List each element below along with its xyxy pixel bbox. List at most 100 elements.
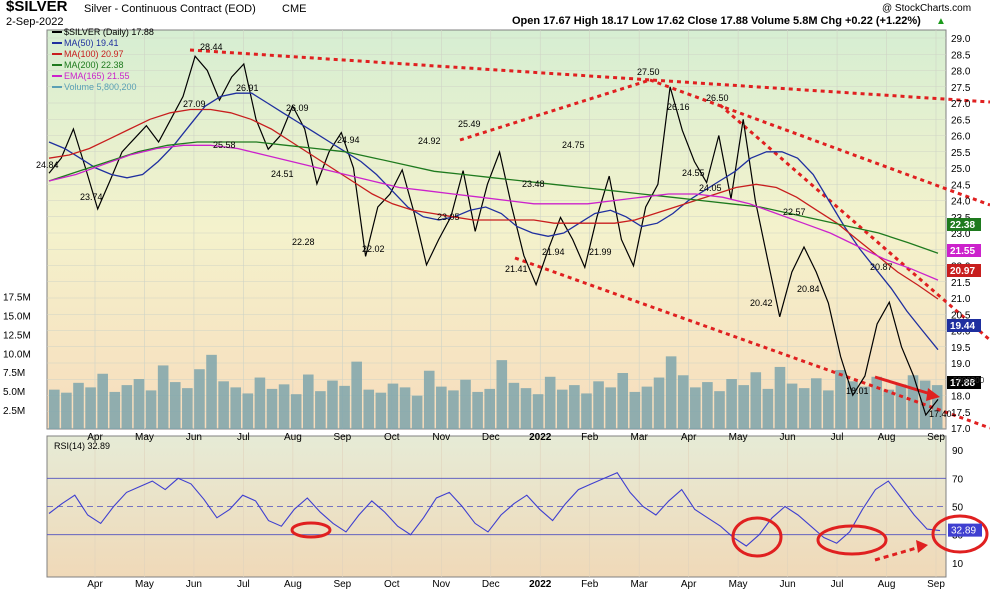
price-tick-label: 26.0 bbox=[951, 132, 971, 143]
x-axis-label-price: 2022 bbox=[529, 432, 552, 443]
x-axis-label-price: Apr bbox=[87, 432, 103, 443]
volume-bar bbox=[399, 387, 411, 429]
volume-bar bbox=[847, 381, 858, 429]
chart-symbol: $SILVER bbox=[6, 0, 68, 15]
x-axis-label-price: Jul bbox=[237, 432, 250, 443]
series-line-1 bbox=[48, 92, 939, 351]
price-tag-box bbox=[947, 319, 981, 332]
volume-tick-label: 7.5M bbox=[3, 368, 25, 379]
price-tag-value: 21.55 bbox=[950, 246, 975, 257]
volume-bar bbox=[472, 391, 483, 429]
price-tick-label: 21.0 bbox=[951, 294, 971, 305]
price-annotation: 17.40 bbox=[929, 409, 952, 419]
volume-tag: 5800200 bbox=[953, 376, 985, 385]
price-annotation: 22.02 bbox=[362, 244, 385, 254]
price-annotation: 25.58 bbox=[213, 140, 236, 150]
chart-contract-name: Silver - Continuous Contract (EOD) bbox=[84, 3, 256, 15]
rsi-tick-label: 50 bbox=[952, 503, 964, 514]
price-annotation: 23.05 bbox=[437, 212, 460, 222]
rsi-line bbox=[48, 472, 941, 547]
volume-bar bbox=[194, 369, 205, 429]
volume-bar bbox=[593, 381, 604, 429]
volume-bar bbox=[653, 377, 665, 429]
x-axis-label-price: Aug bbox=[284, 432, 302, 443]
price-arrow bbox=[874, 375, 935, 397]
volume-bar bbox=[145, 390, 157, 429]
volume-bar bbox=[762, 388, 774, 429]
rsi-tick-label: 10 bbox=[952, 559, 964, 570]
price-annotation: 24.51 bbox=[271, 169, 294, 179]
x-axis-label-price: Oct bbox=[384, 432, 400, 443]
volume-bar bbox=[786, 383, 798, 429]
volume-bar bbox=[169, 382, 181, 429]
volume-bar bbox=[641, 386, 653, 429]
price-tag-value: 20.97 bbox=[950, 266, 975, 277]
volume-bar bbox=[496, 360, 508, 429]
volume-bar bbox=[931, 385, 943, 429]
x-axis-label-rsi: Nov bbox=[432, 579, 450, 590]
price-annotation: 22.28 bbox=[292, 237, 315, 247]
watermark: @ StockCharts.com bbox=[882, 3, 972, 14]
legend-entry: MA(50) 19.41 bbox=[64, 38, 119, 48]
volume-bar bbox=[315, 391, 326, 429]
x-axis-label-price: Jun bbox=[780, 432, 796, 443]
volume-bar bbox=[266, 388, 278, 429]
price-tick-label: 24.0 bbox=[951, 197, 971, 208]
price-tick-label: 17.5 bbox=[951, 408, 971, 419]
volume-bar bbox=[629, 391, 641, 429]
price-tick-label: 18.0 bbox=[951, 392, 971, 403]
price-annotation: 23.74 bbox=[80, 192, 103, 202]
x-axis-label-rsi: Jun bbox=[186, 579, 202, 590]
volume-bar bbox=[387, 383, 399, 429]
rsi-arrow bbox=[874, 545, 921, 562]
rsi-value-tag-text: 32.89 bbox=[951, 526, 976, 537]
volume-bar bbox=[339, 385, 350, 429]
volume-bar bbox=[97, 373, 108, 429]
x-axis-label-rsi: Jul bbox=[831, 579, 844, 590]
rsi-tick-label: 90 bbox=[952, 446, 964, 457]
volume-tick-label: 2.5M bbox=[3, 406, 25, 417]
price-tag-value: 17.88 bbox=[950, 378, 975, 389]
chart-exchange: CME bbox=[282, 3, 307, 15]
volume-bar bbox=[774, 366, 786, 429]
series-line-4 bbox=[48, 144, 939, 281]
price-annotation: 27.09 bbox=[183, 99, 206, 109]
price-annotation: 24.84 bbox=[36, 160, 59, 170]
volume-bar bbox=[460, 379, 471, 429]
price-annotation: 20.87 bbox=[870, 262, 893, 272]
price-tick-label: 29.0 bbox=[951, 34, 971, 45]
x-axis-label-price: Apr bbox=[681, 432, 697, 443]
volume-bar bbox=[121, 385, 133, 429]
rsi-value-tag bbox=[948, 523, 982, 537]
volume-bar bbox=[290, 394, 302, 429]
volume-bar bbox=[484, 388, 495, 429]
rsi-title: RSI(14) 32.89 bbox=[54, 441, 110, 451]
volume-bar bbox=[182, 388, 193, 429]
volume-bar bbox=[895, 384, 907, 429]
x-axis-label-rsi: Oct bbox=[384, 579, 400, 590]
volume-tick-label: 10.0M bbox=[3, 349, 31, 360]
price-tick-label: 24.5 bbox=[951, 180, 971, 191]
price-annotation: 24.92 bbox=[418, 136, 441, 146]
volume-bar bbox=[242, 393, 254, 429]
legend-entry: Volume 5,800,200 bbox=[64, 82, 137, 92]
volume-bar bbox=[520, 388, 532, 429]
price-annotation: 20.84 bbox=[797, 284, 820, 294]
volume-bar bbox=[544, 376, 556, 429]
volume-bar bbox=[798, 388, 810, 429]
price-tag-box bbox=[947, 244, 981, 257]
rsi-arrow-head bbox=[916, 540, 928, 553]
volume-bar bbox=[859, 386, 870, 429]
price-tick-label: 20.5 bbox=[951, 310, 971, 321]
volume-bar bbox=[61, 392, 72, 429]
x-axis-label-rsi: May bbox=[729, 579, 748, 590]
ohlc-summary: Open 17.67 High 18.17 Low 17.62 Close 17… bbox=[512, 15, 921, 27]
volume-bar bbox=[702, 382, 713, 429]
price-annotation: 24.75 bbox=[562, 140, 585, 150]
x-axis-label-rsi: Apr bbox=[681, 579, 697, 590]
price-tick-label: 23.0 bbox=[951, 229, 971, 240]
trendline bbox=[459, 78, 651, 142]
x-axis-label-price: May bbox=[729, 432, 748, 443]
x-axis-label-rsi: May bbox=[135, 579, 154, 590]
volume-bar bbox=[206, 354, 217, 429]
